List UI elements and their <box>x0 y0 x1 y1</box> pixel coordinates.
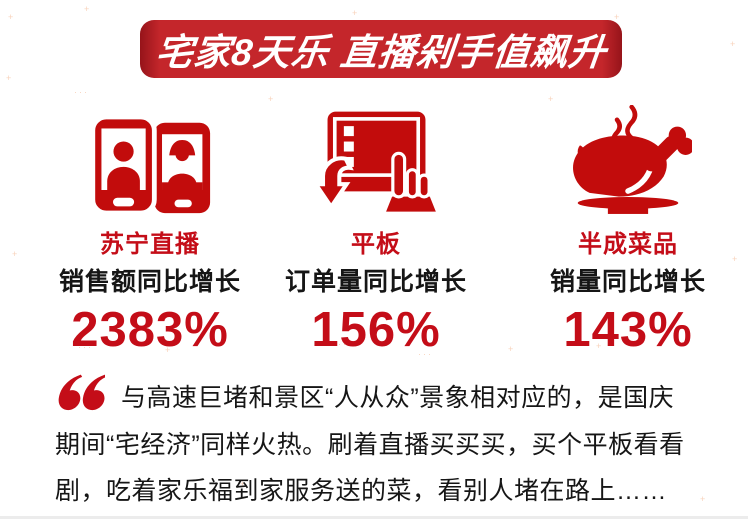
sparkle-decoration <box>12 250 17 259</box>
sparkle-decoration <box>84 5 89 14</box>
stat-label: 平板 <box>351 231 401 258</box>
stat-value: 156% <box>311 303 441 357</box>
tablet-order-icon <box>312 111 440 215</box>
sparkle-decoration <box>730 40 735 49</box>
stat-column-dishes: 半成菜品 销量同比增长 143% <box>508 103 748 358</box>
section-divider <box>0 516 748 519</box>
stat-column-tablet: 平板 订单量同比增长 156% <box>256 103 496 358</box>
quote-line: 期间“宅经济”同样火热。刷着直播买买买，买个平板看看 <box>55 430 685 459</box>
quote-block: 与高速巨堵和景区“人从众”景象相对应的，是国庆 期间“宅经济”同样火热。刷着直播… <box>55 372 735 515</box>
sparkle-decoration <box>614 13 619 22</box>
stat-metric: 销量同比增长 <box>549 268 706 296</box>
stat-value: 2383% <box>71 303 229 357</box>
quote-line: 与高速巨堵和景区“人从众”景象相对应的，是国庆 <box>121 384 675 412</box>
roast-chicken-icon <box>573 105 692 214</box>
stat-label: 半成菜品 <box>578 231 678 258</box>
stat-value: 143% <box>563 303 693 357</box>
title-banner: 宅家8天乐 直播剁手值飙升 <box>140 20 622 78</box>
stat-metric: 销售额同比增长 <box>58 268 241 296</box>
stat-column-suning-live: 苏宁直播 销售额同比增长 2383% <box>30 103 270 358</box>
sparkle-decoration <box>74 88 89 97</box>
double-quote-icon <box>58 374 107 411</box>
sparkle-decoration <box>6 74 11 83</box>
page-title: 宅家8天乐 直播剁手值飙升 <box>153 32 609 73</box>
quote-line: 剧，吃着家乐福到家服务送的菜，看别人堵在路上…… <box>55 477 668 505</box>
sparkle-decoration <box>8 13 13 22</box>
stat-label: 苏宁直播 <box>100 231 200 258</box>
stat-metric: 订单量同比增长 <box>284 268 467 296</box>
sparkle-decoration <box>352 9 357 18</box>
live-stream-phones-icon <box>90 115 211 215</box>
